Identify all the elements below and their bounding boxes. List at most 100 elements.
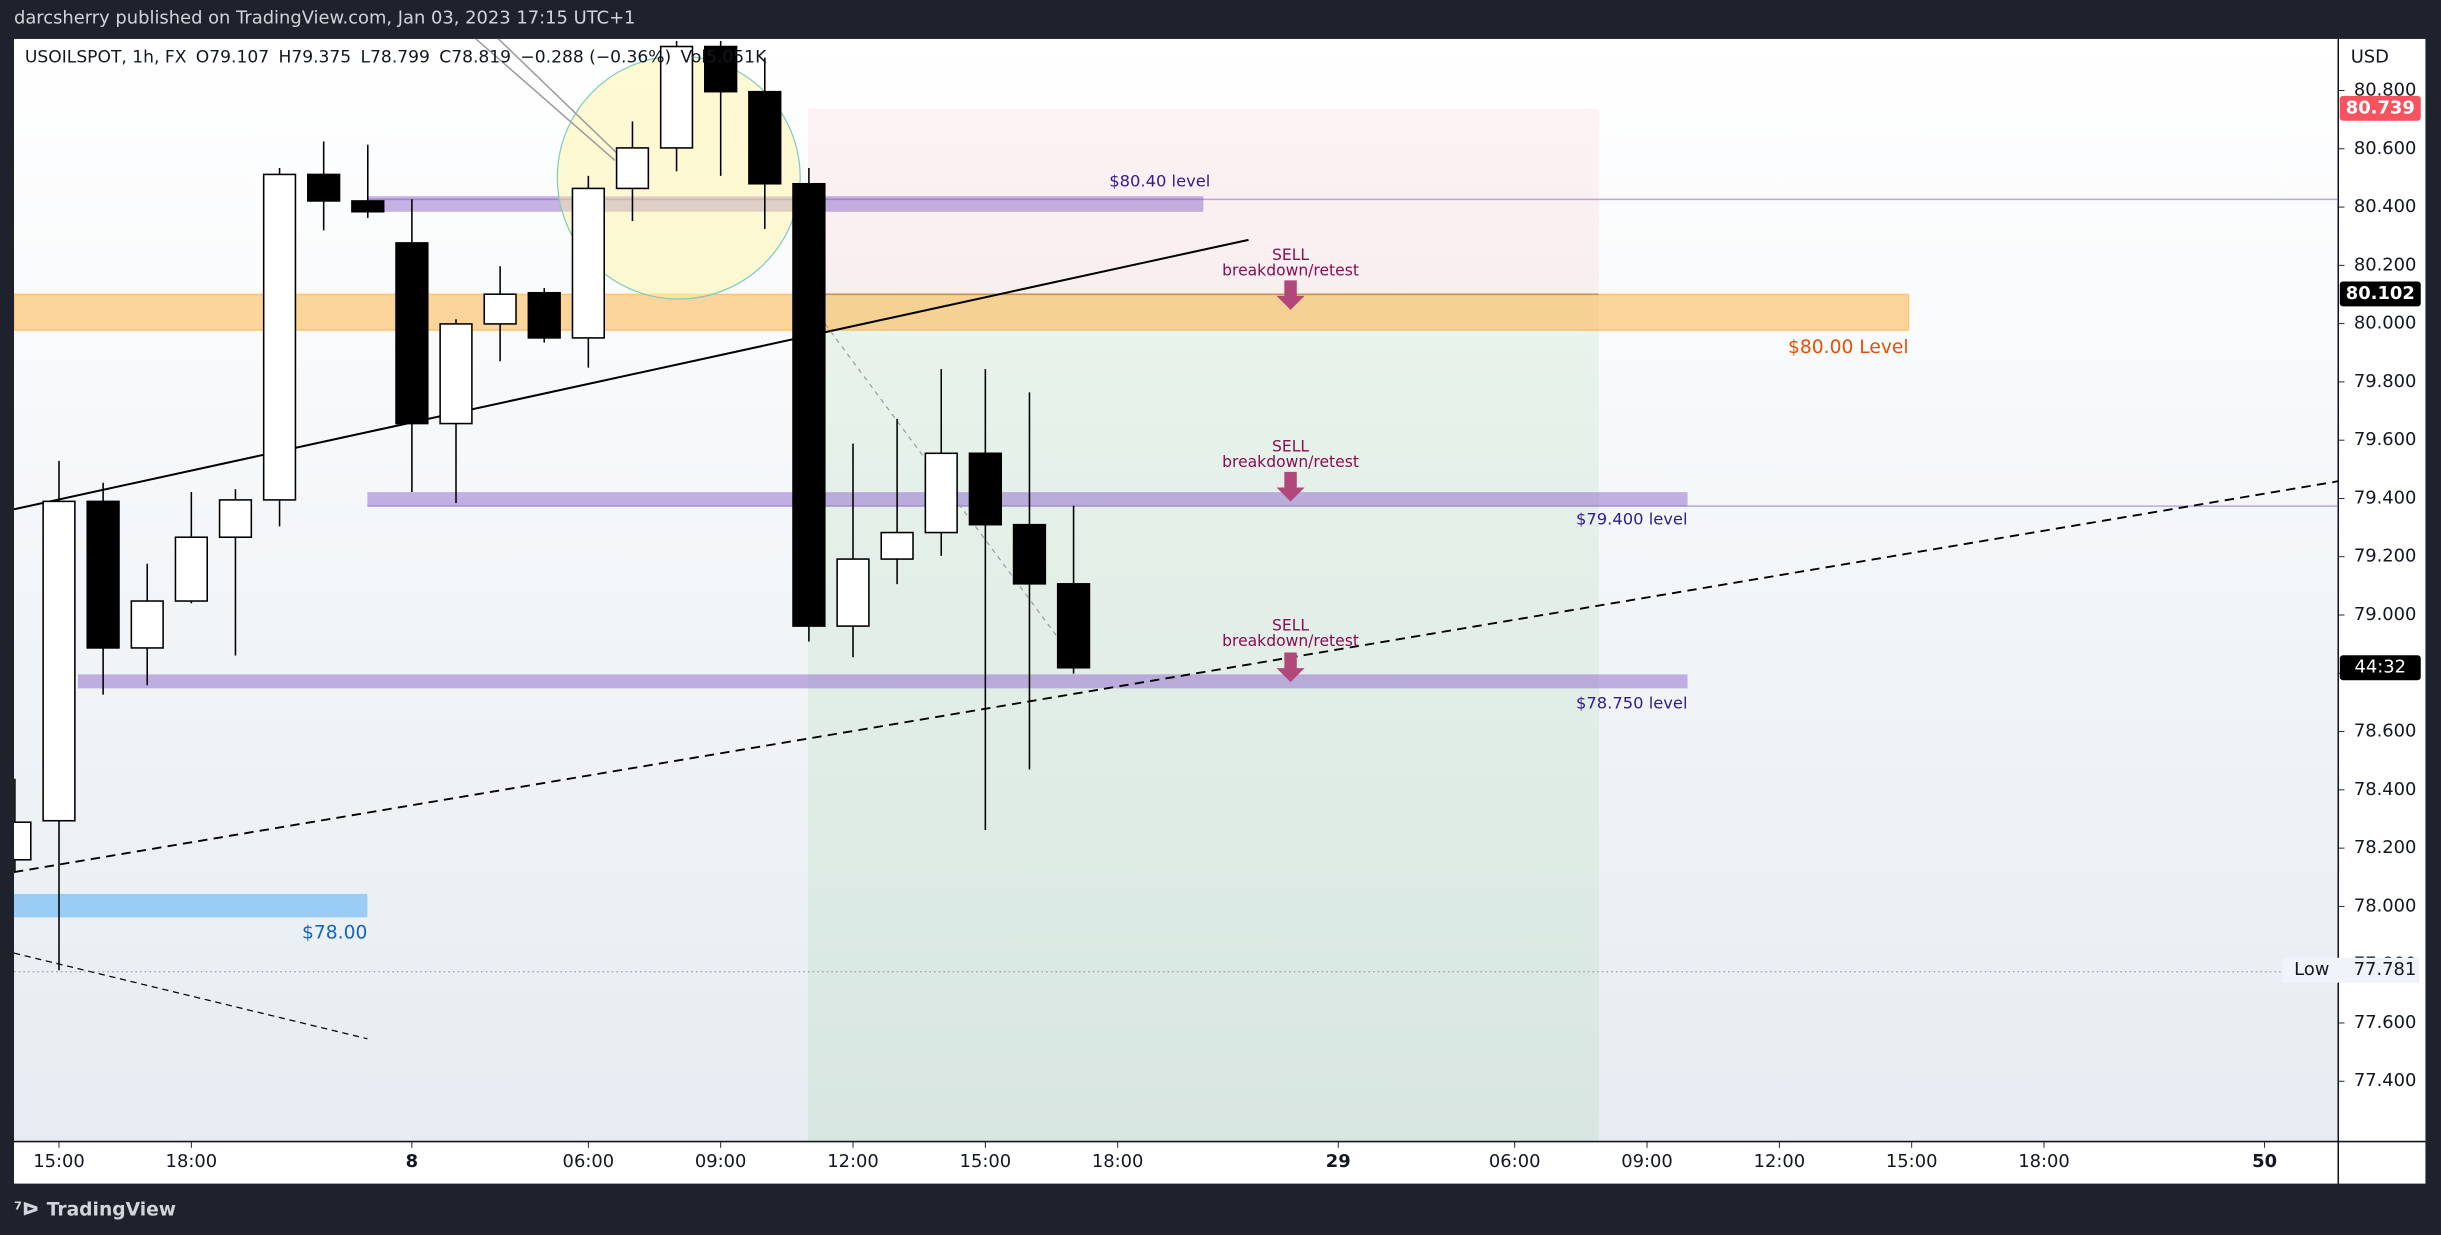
legend: USOILSPOT, 1h, FX O79.107 H79.375 L78.799 C7… (25, 48, 767, 68)
y-tick-label: 78.400 (2354, 779, 2417, 800)
candle-body (968, 452, 1003, 526)
x-tick-label: 8 (406, 1151, 418, 1172)
y-tick-label: 78.200 (2354, 837, 2417, 858)
candle-body (130, 600, 164, 649)
sell-arrow (1276, 471, 1305, 502)
annotation: $78.00 (302, 922, 367, 943)
candle-body (395, 242, 429, 425)
drawings (14, 38, 2339, 1142)
x-tick-label: 09:00 (1621, 1151, 1673, 1172)
level-band (14, 293, 1910, 331)
price-label-box (2339, 95, 2421, 121)
annotation: SELL (1272, 246, 1309, 264)
x-tick-label: 29 (1326, 1151, 1351, 1172)
candle-body (659, 45, 694, 149)
candle-body (792, 182, 826, 627)
legend-item: −0.288 (−0.36%) (520, 48, 671, 68)
low-label-box (2282, 957, 2420, 983)
trend-line (14, 952, 368, 1040)
y-tick-label: 80.600 (2354, 138, 2417, 159)
candle-body (483, 293, 517, 325)
countdown-box (2339, 655, 2421, 681)
candle-body (86, 500, 120, 649)
footer-brand: TradingView (47, 1200, 176, 1221)
sell-arrow (1276, 280, 1305, 310)
sell-arrow (1276, 652, 1305, 683)
trend-line (14, 238, 1249, 511)
x-tick-label: 18:00 (166, 1151, 218, 1172)
annotation: breakdown/retest (1222, 632, 1359, 650)
low-value: 77.781 (2354, 959, 2417, 980)
candle-body (836, 558, 870, 627)
candle-body (307, 173, 341, 202)
legend-item: USOILSPOT, 1h, FX (25, 48, 187, 68)
annotation: SELL (1272, 437, 1309, 455)
trend-line (14, 480, 2339, 874)
candles (14, 40, 1091, 971)
x-tick-label: 18:00 (2018, 1151, 2070, 1172)
candle-body (42, 500, 76, 822)
countdown: 44:32 (2355, 657, 2407, 678)
x-tick-label: 15:00 (33, 1151, 85, 1172)
y-tick-label: 77.400 (2354, 1070, 2417, 1091)
level-band (77, 674, 1688, 689)
candle-body (1012, 523, 1047, 585)
annotations: $80.40 level SELL breakdown/retest $80.0… (302, 172, 1909, 944)
legend-item: O79.107 (196, 48, 269, 68)
annotation: breakdown/retest (1222, 453, 1359, 471)
level-band (14, 893, 368, 918)
x-tick-label: 09:00 (695, 1151, 747, 1172)
level-band (367, 492, 1688, 507)
y-tick-label: 80.200 (2354, 254, 2417, 275)
x-tick-label: 06:00 (563, 1151, 615, 1172)
legend-item: L78.799 (361, 48, 430, 68)
y-tick-label: 80.800 (2354, 80, 2417, 101)
candle-body (14, 821, 32, 861)
legend-item: H79.375 (278, 48, 351, 68)
annotation: $78.750 level (1576, 693, 1688, 712)
y-tick-label: 80.000 (2354, 313, 2417, 334)
time-axis (14, 1141, 2339, 1184)
y-tick-label: 80.400 (2354, 196, 2417, 217)
y-tick-label: 79.600 (2354, 429, 2417, 450)
price-label: 80.739 (2346, 97, 2415, 118)
candle-body (174, 536, 208, 602)
candle-body (262, 173, 297, 501)
currency-label: USD (2351, 47, 2389, 68)
price-label-box (2339, 281, 2421, 307)
legend-item: C78.819 (439, 48, 511, 68)
callout-line (474, 38, 616, 161)
candle-body (351, 200, 385, 213)
candle-body (218, 499, 253, 538)
price-label: 80.102 (2346, 283, 2415, 304)
candle-body (527, 291, 561, 339)
candle-body (571, 187, 606, 339)
candle-body (1056, 583, 1091, 669)
y-tick-label: 78.600 (2354, 721, 2417, 742)
x-tick-label: 50 (2252, 1151, 2277, 1172)
x-tick-label: 06:00 (1489, 1151, 1541, 1172)
candle-body (748, 90, 782, 185)
y-tick-label: 79.800 (2354, 371, 2417, 392)
y-tick-label: 77.600 (2354, 1012, 2417, 1033)
candle-body (704, 45, 738, 93)
low-label: Low (2294, 959, 2329, 980)
candle-body (439, 323, 473, 425)
y-tick-label: 79.400 (2354, 487, 2417, 508)
y-tick-label: 78.000 (2354, 895, 2417, 916)
x-tick-label: 12:00 (1754, 1151, 1806, 1172)
candle-body (924, 452, 958, 534)
candle-body (880, 531, 914, 560)
y-tick-label: 79.200 (2354, 546, 2417, 567)
annotation: $80.00 Level (1788, 337, 1909, 358)
candle-body (615, 147, 650, 190)
annotation: SELL (1272, 617, 1309, 635)
top-bar: darcsherry published on TradingView.com,… (14, 8, 635, 29)
legend-item: Vol5.051K (681, 48, 768, 68)
annotation: $79.400 level (1576, 510, 1688, 529)
annotation: breakdown/retest (1222, 261, 1359, 279)
x-tick-label: 15:00 (1886, 1151, 1938, 1172)
x-tick-label: 12:00 (827, 1151, 879, 1172)
